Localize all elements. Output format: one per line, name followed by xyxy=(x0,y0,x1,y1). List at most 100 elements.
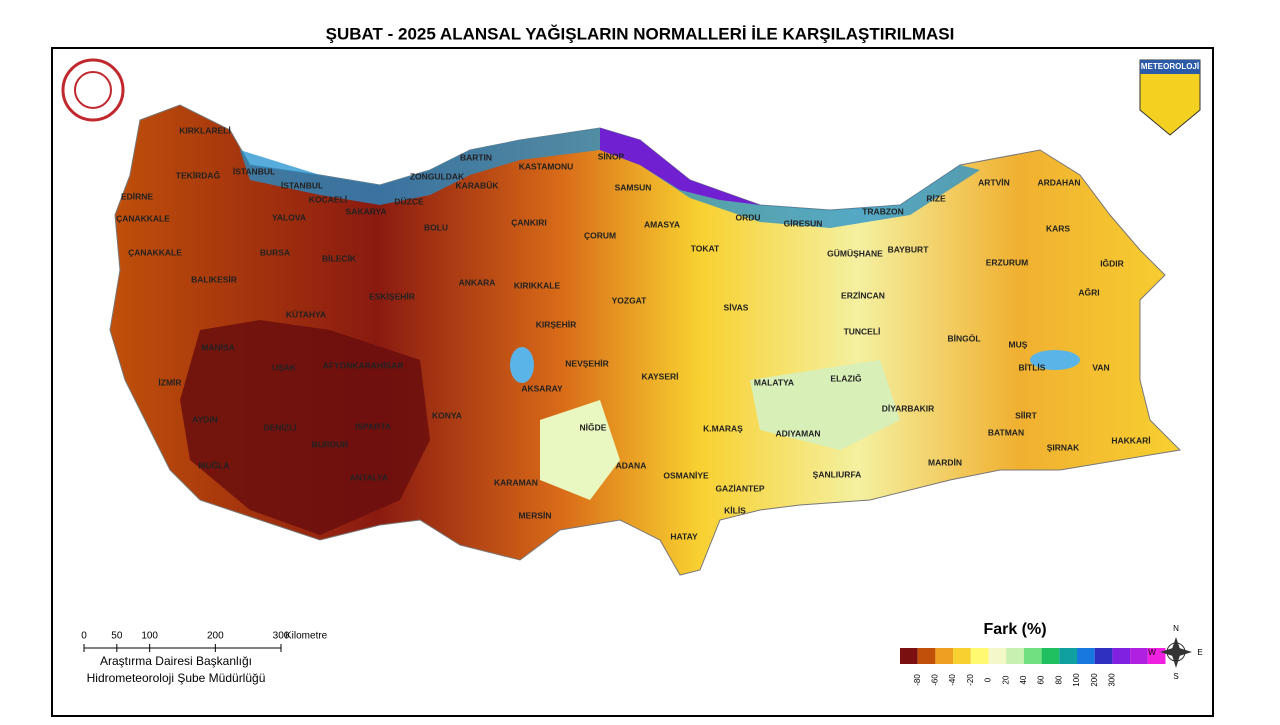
province-label: MANİSA xyxy=(201,342,235,352)
logo-text: METEOROLOJİ xyxy=(1141,62,1199,71)
legend-swatch xyxy=(1006,648,1024,664)
province-label: MUŞ xyxy=(1009,339,1028,349)
province-label: KIRKLARELİ xyxy=(179,125,230,135)
legend-swatch xyxy=(1077,648,1095,664)
province-label: BAYBURT xyxy=(888,244,930,254)
province-label: KÜTAHYA xyxy=(286,309,326,319)
province-label: AMASYA xyxy=(644,219,680,229)
meteoroloji-logo: METEOROLOJİ xyxy=(1139,59,1201,136)
province-label: KIRŞEHİR xyxy=(536,319,577,329)
legend-title: Fark (%) xyxy=(983,621,1046,638)
province-label: NEVŞEHİR xyxy=(565,358,608,368)
wet-zone xyxy=(750,360,900,450)
province-label: KARABÜK xyxy=(456,180,500,190)
legend-swatch xyxy=(1130,648,1148,664)
province-label: TEKİRDAĞ xyxy=(176,169,221,180)
scale-label: 300 xyxy=(273,631,290,642)
province-label: HATAY xyxy=(670,531,698,541)
province-label: ÇORUM xyxy=(584,230,616,240)
legend-tick: 40 xyxy=(1019,675,1028,684)
province-label: TOKAT xyxy=(691,243,720,253)
province-label: KARS xyxy=(1046,223,1070,233)
province-label: GİRESUN xyxy=(784,218,823,228)
province-label: K.MARAŞ xyxy=(703,423,743,433)
legend-swatch xyxy=(1041,648,1060,664)
province-label: ISPARTA xyxy=(355,421,391,431)
legend-swatch xyxy=(935,648,954,664)
province-label: SAMSUN xyxy=(615,182,652,192)
legend-swatch xyxy=(1023,648,1042,664)
province-label: MALATYA xyxy=(754,377,794,387)
province-label: ADANA xyxy=(616,460,647,470)
legend-swatch xyxy=(988,648,1007,664)
dry-zone xyxy=(180,320,430,535)
legend-swatch xyxy=(917,648,936,664)
province-label: SİVAS xyxy=(724,302,749,312)
legend-swatch xyxy=(1112,648,1131,664)
province-label: ARTVİN xyxy=(978,177,1010,187)
province-label: ELAZIĞ xyxy=(830,372,862,383)
legend-swatch xyxy=(1059,648,1077,664)
province-label: KONYA xyxy=(432,410,462,420)
province-label: UŞAK xyxy=(272,362,297,372)
province-label: SİİRT xyxy=(1015,410,1038,420)
province-label: TRABZON xyxy=(862,206,904,216)
province-label: ARDAHAN xyxy=(1038,177,1081,187)
province-label: VAN xyxy=(1092,362,1109,372)
province-label: AYDIN xyxy=(192,414,218,424)
purple-zone xyxy=(600,128,760,205)
province-label: MUĞLA xyxy=(198,459,229,470)
province-label: ERZİNCAN xyxy=(841,290,885,300)
province-label: İZMİR xyxy=(158,377,181,387)
legend-tick: 80 xyxy=(1054,675,1063,684)
province-label: İSTANBUL xyxy=(233,166,275,176)
province-label: ÇANKIRI xyxy=(511,217,546,227)
province-label: ORDU xyxy=(735,212,760,222)
legend-tick: 0 xyxy=(984,677,993,682)
scale-label: 0 xyxy=(81,631,87,642)
lake-van xyxy=(1030,350,1080,370)
province-label: ANTALYA xyxy=(350,472,388,482)
legend-tick: -80 xyxy=(913,674,922,686)
province-label: NİĞDE xyxy=(580,421,607,432)
province-label: İSTANBUL xyxy=(281,180,323,190)
province-label: AKSARAY xyxy=(521,383,563,393)
legend-tick: -40 xyxy=(948,674,957,686)
province-label: BALIKESİR xyxy=(191,274,237,284)
legend-swatch xyxy=(900,648,918,664)
province-label: KIRIKKALE xyxy=(514,280,561,290)
legend-swatch xyxy=(953,648,971,664)
legend-tick: 100 xyxy=(1072,673,1081,687)
province-label: ZONGULDAK xyxy=(410,171,465,181)
province-label: DÜZCE xyxy=(394,196,424,206)
province-label: YALOVA xyxy=(272,212,306,222)
province-label: KOCAELİ xyxy=(309,194,347,204)
province-label: DENİZLİ xyxy=(263,422,296,432)
province-label: BOLU xyxy=(424,222,448,232)
compass-n: N xyxy=(1173,624,1179,633)
legend-tick: 20 xyxy=(1001,675,1010,684)
legend-tick: 60 xyxy=(1037,675,1046,684)
province-label: HAKKARİ xyxy=(1111,435,1150,445)
province-label: ÇANAKKALE xyxy=(128,247,182,257)
province-label: ÇANAKKALE xyxy=(116,213,170,223)
province-label: MERSİN xyxy=(518,510,551,520)
province-label: EDİRNE xyxy=(121,191,153,201)
wet-zone xyxy=(540,400,620,500)
compass-w: W xyxy=(1148,648,1156,657)
province-label: MARDİN xyxy=(928,457,962,467)
scale-unit: Kilometre xyxy=(285,631,328,642)
province-label: GAZİANTEP xyxy=(715,483,764,493)
credit: Araştırma Dairesi Başkanlığı xyxy=(100,654,252,668)
legend-swatch xyxy=(970,648,989,664)
title: ŞUBAT - 2025 ALANSAL YAĞIŞLARIN NORMALLE… xyxy=(326,24,955,43)
province-label: BİLECİK xyxy=(322,253,357,263)
province-label: SİNOP xyxy=(598,151,625,161)
legend-tick: 300 xyxy=(1108,673,1117,687)
province-label: TUNCELİ xyxy=(844,326,881,336)
compass-e: E xyxy=(1197,648,1202,657)
province-label: BİNGÖL xyxy=(947,333,980,343)
province-label: BATMAN xyxy=(988,427,1024,437)
legend-swatch xyxy=(1094,648,1113,664)
